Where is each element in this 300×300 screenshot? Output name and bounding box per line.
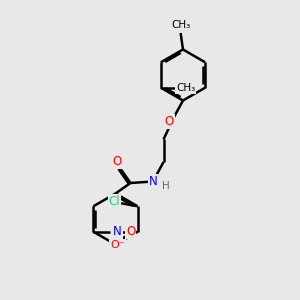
Text: N: N [113, 225, 122, 238]
Text: H: H [162, 181, 170, 191]
Text: N: N [148, 175, 158, 188]
Text: CH₃: CH₃ [176, 83, 195, 93]
Text: O: O [112, 155, 122, 169]
Text: Cl: Cl [109, 195, 120, 208]
Text: O⁻: O⁻ [110, 240, 125, 250]
Text: O: O [126, 225, 136, 238]
Text: CH₃: CH₃ [171, 20, 190, 30]
Text: O: O [165, 115, 174, 128]
